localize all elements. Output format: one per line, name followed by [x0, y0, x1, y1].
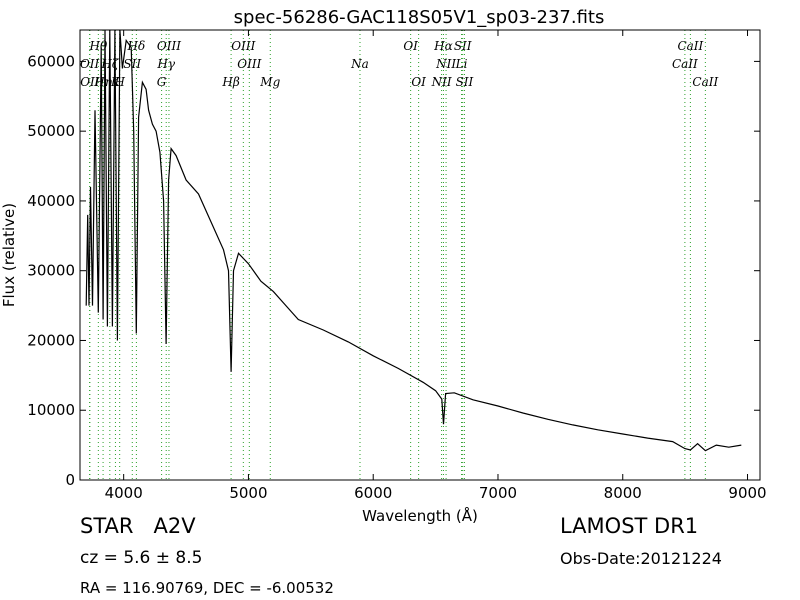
survey-name: LAMOST DR1	[560, 514, 699, 538]
redshift-value: cz = 5.6 ± 8.5	[80, 548, 203, 568]
y-tick-label: 50000	[27, 122, 75, 140]
x-tick-label: 7000	[479, 484, 517, 502]
x-tick-label: 6000	[354, 484, 392, 502]
spectrum-line	[85, 29, 742, 452]
line-marker-label: OI	[411, 75, 426, 89]
line-marker-label: CaII	[692, 75, 718, 89]
line-marker-label: Hδ	[127, 39, 146, 53]
line-marker-label: OI	[403, 39, 418, 53]
line-marker-label: SII	[454, 39, 472, 53]
line-marker-label: Hγ	[156, 57, 175, 71]
observation-date: Obs-Date:20121224	[560, 549, 722, 568]
y-axis-ticks: 0 10000 20000 30000 40000 50000 60000	[27, 52, 760, 489]
chart-title: spec-56286-GAC118S05V1_sp03-237.fits	[234, 7, 605, 28]
y-axis-label: Flux (relative)	[0, 203, 18, 307]
y-tick-label: 60000	[27, 52, 75, 70]
plot-frame	[79, 29, 761, 481]
y-tick-label: 0	[65, 471, 75, 489]
x-axis-ticks: 4000 5000 6000 7000 8000 9000	[105, 30, 767, 502]
line-marker-label: NII	[435, 57, 456, 71]
line-marker-label: Hβ	[221, 75, 239, 89]
object-class: STAR A2V	[80, 514, 196, 538]
line-marker-label: SII	[456, 75, 474, 89]
x-tick-label: 8000	[604, 484, 642, 502]
line-marker-label: OIII	[157, 39, 181, 53]
y-tick-label: 30000	[27, 262, 75, 280]
line-marker-label: Na	[350, 57, 369, 71]
x-tick-label: 9000	[728, 484, 766, 502]
y-tick-label: 10000	[27, 401, 75, 419]
x-axis-label: Wavelength (Å)	[362, 506, 478, 525]
x-tick-label: 4000	[105, 484, 143, 502]
line-marker-label: NII	[431, 75, 452, 89]
line-marker-label: OII	[80, 57, 100, 71]
line-marker-label: OII	[80, 75, 100, 89]
line-marker-label: CaII	[672, 57, 698, 71]
line-marker-label: Mg	[259, 75, 280, 89]
line-marker-label: SII	[123, 57, 141, 71]
line-marker-label: Li	[455, 57, 468, 71]
line-marker-label: OIII	[231, 39, 255, 53]
y-tick-label: 20000	[27, 331, 75, 349]
y-tick-label: 40000	[27, 192, 75, 210]
line-marker-label: CaII	[677, 39, 703, 53]
line-marker-label: Hα	[433, 39, 453, 53]
line-marker-label: OIII	[237, 57, 261, 71]
line-marker-label: Hη	[93, 75, 112, 89]
line-marker-label: G	[157, 75, 167, 89]
coordinates: RA = 116.90769, DEC = -6.00532	[80, 579, 334, 597]
x-tick-label: 5000	[229, 484, 267, 502]
